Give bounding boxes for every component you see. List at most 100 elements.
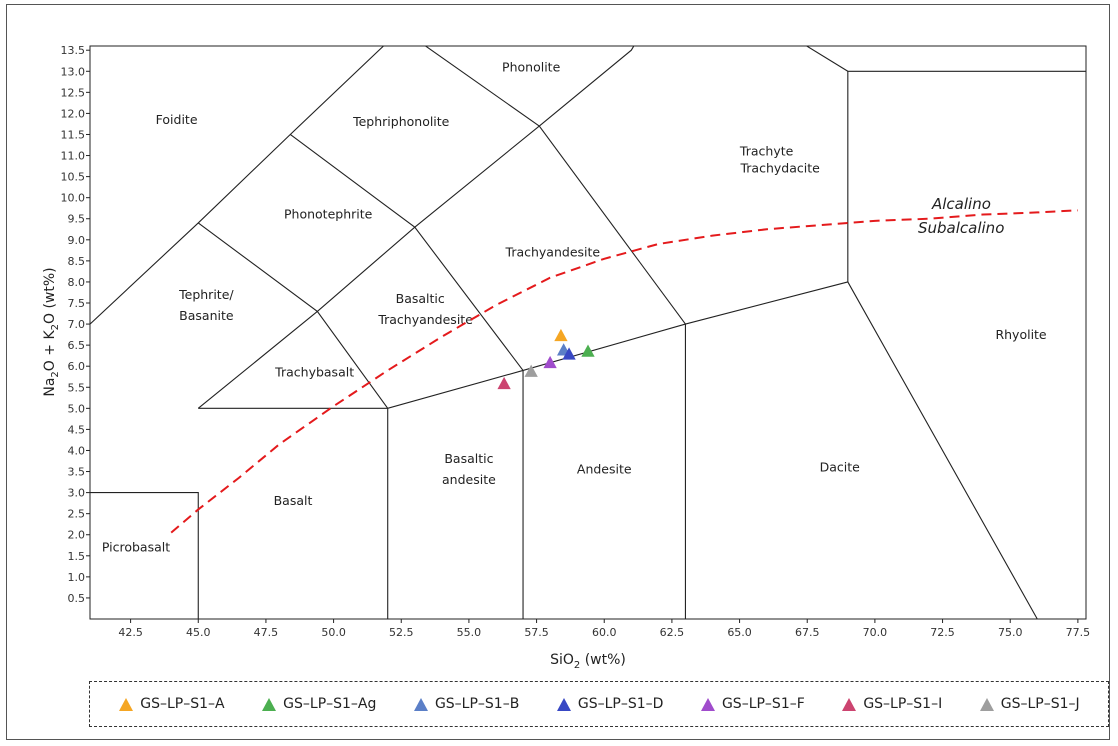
- y-tick-label-19: 10.0: [61, 192, 86, 205]
- data-point-4-0: [543, 355, 557, 369]
- legend-label-4: GS–LP–S1–F: [721, 696, 805, 712]
- field-labels: Foidite TephriphonolitePhonoliteTrachyteT…: [102, 59, 1047, 554]
- boundary-line-12: [805, 46, 849, 72]
- boundary-line-9: [289, 134, 524, 371]
- legend-item-4: GS–LP–S1–F: [700, 696, 805, 712]
- legend-triangle-4: [700, 697, 715, 711]
- y-tick-label-3: 2.0: [68, 529, 86, 542]
- x-tick-label-12: 72.5: [930, 626, 955, 639]
- y-tick-label-24: 12.5: [61, 86, 86, 99]
- x-tick-label-3: 50.0: [321, 626, 346, 639]
- y-tick-label-8: 4.5: [68, 423, 86, 436]
- subalcalino-label: Subalcalino: [918, 219, 1004, 237]
- field-label-6: Trachyandesite: [505, 245, 601, 260]
- y-tick-label-2: 1.5: [68, 550, 86, 563]
- boundary-line-8: [197, 46, 635, 409]
- legend-triangle-2: [413, 697, 428, 711]
- field-label-2: Phonolite: [502, 59, 561, 74]
- field-label-17: Basalt: [274, 493, 313, 508]
- x-tick-label-2: 47.5: [254, 626, 279, 639]
- legend-triangle-5: [842, 697, 857, 711]
- data-point-5-0: [497, 376, 511, 390]
- legend-marker-2: [413, 697, 428, 711]
- y-tick-label-12: 6.5: [68, 339, 86, 352]
- x-axis-ticks: 42.5 45.0 47.5 50.0 52.5 55.0 57.5 60.0 62.5 65.0…: [118, 619, 1090, 639]
- legend-marker-5: [842, 697, 857, 711]
- x-tick-label-9: 65.0: [727, 626, 752, 639]
- legend-label-2: GS–LP–S1–B: [434, 696, 520, 712]
- legend-triangle-0: [119, 697, 134, 711]
- y-tick-label-4: 2.5: [68, 508, 86, 521]
- plot-area-border: [89, 45, 1087, 620]
- x-tick-label-6: 57.5: [524, 626, 549, 639]
- y-tick-label-10: 5.5: [68, 381, 86, 394]
- field-label-11: Trachybasalt: [274, 365, 354, 380]
- y-tick-label-11: 6.0: [68, 360, 86, 373]
- y-tick-label-26: 13.5: [61, 44, 86, 57]
- boundary-line-11: [424, 46, 540, 127]
- field-label-16: Dacite: [820, 460, 861, 475]
- legend-item-5: GS–LP–S1–I: [841, 696, 942, 712]
- y-tick-label-14: 7.5: [68, 297, 86, 310]
- legend-triangle-6: [979, 697, 994, 711]
- field-label-0: Foidite: [156, 112, 198, 127]
- y-tick-label-5: 3.0: [68, 487, 86, 500]
- data-point-0-0: [554, 328, 568, 342]
- data-point-6-0: [524, 364, 538, 377]
- y-tick-label-18: 9.5: [68, 213, 86, 226]
- boundary-line-10: [538, 125, 686, 325]
- field-label-13: Basaltic: [444, 451, 493, 466]
- x-tick-label-10: 67.5: [795, 626, 820, 639]
- y-tick-label-9: 5.0: [68, 402, 86, 415]
- boundary-line-0: [90, 492, 199, 619]
- boundary-line-6: [90, 46, 385, 325]
- field-label-18: Picrobasalt: [102, 540, 170, 555]
- legend-item-2: GS–LP–S1–B: [413, 696, 519, 712]
- y-tick-label-25: 13.0: [61, 65, 86, 78]
- legend-marker-1: [262, 697, 277, 711]
- x-tick-label-7: 60.0: [592, 626, 617, 639]
- data-point-3-0: [562, 347, 576, 360]
- field-label-12: Rhyolite: [995, 327, 1046, 342]
- y-tick-label-6: 3.5: [68, 466, 86, 479]
- field-boundaries: [90, 46, 1086, 619]
- x-tick-label-1: 45.0: [186, 626, 211, 639]
- alcalino-label: Alcalino: [931, 195, 991, 213]
- legend: GS–LP–S1–A GS–LP–S1–Ag GS–LP–S1–B GS–LP–S1–…: [89, 681, 1109, 727]
- legend-triangle-3: [556, 697, 571, 711]
- y-tick-label-7: 4.0: [68, 444, 86, 457]
- legend-label-1: GS–LP–S1–Ag: [283, 696, 377, 712]
- boundary-line-5: [847, 70, 1086, 282]
- field-label-4: Trachydacite: [739, 160, 820, 175]
- x-tick-label-0: 42.5: [118, 626, 143, 639]
- x-axis-label: SiO2 (wt%): [550, 652, 626, 671]
- x-tick-label-8: 62.5: [660, 626, 685, 639]
- y-axis-label: Na2O + K2O (wt%): [42, 267, 61, 396]
- legend-label-0: GS–LP–S1–A: [140, 696, 225, 712]
- y-tick-label-22: 11.5: [61, 128, 86, 141]
- x-tick-label-13: 75.0: [998, 626, 1023, 639]
- field-label-1: Tephriphonolite: [352, 114, 450, 129]
- field-label-5: Phonotephrite: [284, 207, 373, 222]
- field-label-14: andesite: [442, 472, 496, 487]
- y-tick-label-13: 7.0: [68, 318, 86, 331]
- legend-item-1: GS–LP–S1–Ag: [261, 696, 376, 712]
- legend-item-0: GS–LP–S1–A: [118, 696, 225, 712]
- legend-marker-6: [979, 697, 994, 711]
- x-tick-label-14: 77.5: [1066, 626, 1091, 639]
- boundary-line-1: [198, 281, 1038, 619]
- tas-diagram: Foidite TephriphonolitePhonoliteTrachyteT…: [42, 44, 1090, 671]
- legend-marker-4: [700, 697, 715, 711]
- y-tick-label-0: 0.5: [68, 592, 86, 605]
- field-label-7: Tephrite/: [178, 287, 234, 302]
- y-tick-label-20: 10.5: [61, 171, 86, 184]
- legend-label-5: GS–LP–S1–I: [863, 696, 943, 712]
- data-points: [497, 328, 595, 390]
- y-tick-label-21: 11.0: [61, 150, 86, 163]
- field-label-10: Trachyandesite: [377, 312, 473, 327]
- field-label-3: Trachyte: [739, 144, 794, 159]
- legend-marker-3: [556, 697, 571, 711]
- field-label-9: Basaltic: [396, 291, 445, 306]
- y-tick-label-23: 12.0: [61, 107, 86, 120]
- legend-label-6: GS–LP–S1–J: [1000, 696, 1080, 712]
